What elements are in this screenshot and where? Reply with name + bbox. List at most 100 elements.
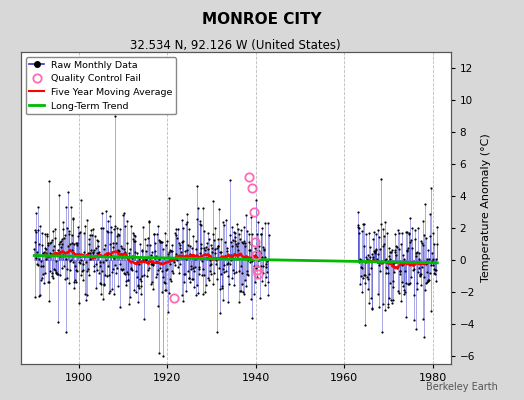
Point — [116, 304, 124, 310]
Point — [212, 257, 221, 264]
Point — [229, 267, 237, 273]
Point — [69, 214, 77, 221]
Point — [195, 266, 203, 273]
Point — [201, 255, 210, 262]
Point — [56, 239, 64, 246]
Point — [169, 270, 177, 276]
Point — [43, 242, 52, 248]
Point — [405, 281, 413, 287]
Point — [85, 250, 94, 256]
Point — [172, 254, 181, 260]
Point — [202, 243, 210, 250]
Point — [242, 228, 250, 234]
Point — [248, 253, 257, 259]
Point — [118, 212, 127, 218]
Point — [124, 270, 132, 277]
Point — [406, 280, 414, 287]
Point — [361, 322, 369, 328]
Point — [122, 278, 130, 284]
Point — [235, 268, 243, 274]
Point — [146, 255, 154, 261]
Point — [79, 260, 87, 267]
Point — [61, 256, 70, 262]
Point — [96, 281, 105, 287]
Point — [426, 211, 434, 218]
Point — [402, 280, 410, 286]
Point — [170, 254, 179, 261]
Point — [114, 283, 122, 289]
Point — [392, 265, 401, 271]
Point — [367, 258, 376, 265]
Point — [66, 240, 74, 247]
Point — [395, 290, 403, 296]
Point — [90, 262, 99, 269]
Point — [95, 270, 103, 276]
Point — [74, 233, 82, 239]
Point — [113, 224, 121, 231]
Point — [100, 281, 108, 288]
Point — [250, 252, 259, 258]
Point — [224, 260, 232, 266]
Point — [120, 270, 128, 276]
Point — [167, 248, 176, 254]
Point — [47, 238, 56, 245]
Point — [375, 304, 383, 310]
Point — [391, 246, 399, 253]
Point — [177, 292, 185, 298]
Point — [225, 280, 233, 287]
Point — [369, 254, 377, 260]
Point — [152, 231, 161, 237]
Point — [106, 252, 115, 258]
Point — [212, 328, 221, 335]
Point — [54, 241, 63, 248]
Point — [257, 263, 265, 270]
Point — [143, 242, 151, 249]
Point — [227, 243, 236, 249]
Point — [110, 254, 118, 261]
Point — [259, 262, 267, 269]
Point — [151, 255, 159, 261]
Point — [99, 296, 107, 302]
Point — [376, 246, 384, 252]
Point — [367, 265, 375, 271]
Point — [161, 266, 170, 273]
Point — [413, 269, 422, 275]
Point — [46, 240, 54, 246]
Point — [355, 258, 364, 265]
Point — [177, 249, 185, 256]
Text: Berkeley Earth: Berkeley Earth — [426, 382, 498, 392]
Point — [54, 246, 62, 253]
Point — [230, 282, 238, 288]
Point — [102, 257, 110, 263]
Point — [386, 280, 394, 286]
Point — [170, 256, 178, 262]
Point — [59, 226, 67, 232]
Point — [220, 222, 228, 228]
Point — [237, 288, 245, 294]
Point — [411, 226, 419, 233]
Point — [100, 282, 108, 288]
Point — [205, 236, 213, 242]
Point — [190, 268, 198, 274]
Point — [200, 272, 208, 278]
Point — [78, 268, 86, 275]
Point — [64, 189, 72, 195]
Point — [226, 177, 234, 183]
Point — [133, 258, 141, 265]
Point — [238, 239, 247, 246]
Point — [409, 267, 417, 274]
Point — [88, 232, 96, 238]
Point — [182, 256, 191, 262]
Point — [122, 240, 130, 246]
Point — [208, 271, 216, 278]
Point — [85, 272, 93, 278]
Point — [177, 253, 185, 260]
Point — [189, 265, 198, 271]
Point — [430, 266, 438, 272]
Point — [45, 278, 53, 285]
Point — [355, 225, 363, 231]
Point — [103, 252, 111, 258]
Point — [255, 243, 264, 249]
Point — [216, 286, 224, 293]
Point — [169, 256, 177, 262]
